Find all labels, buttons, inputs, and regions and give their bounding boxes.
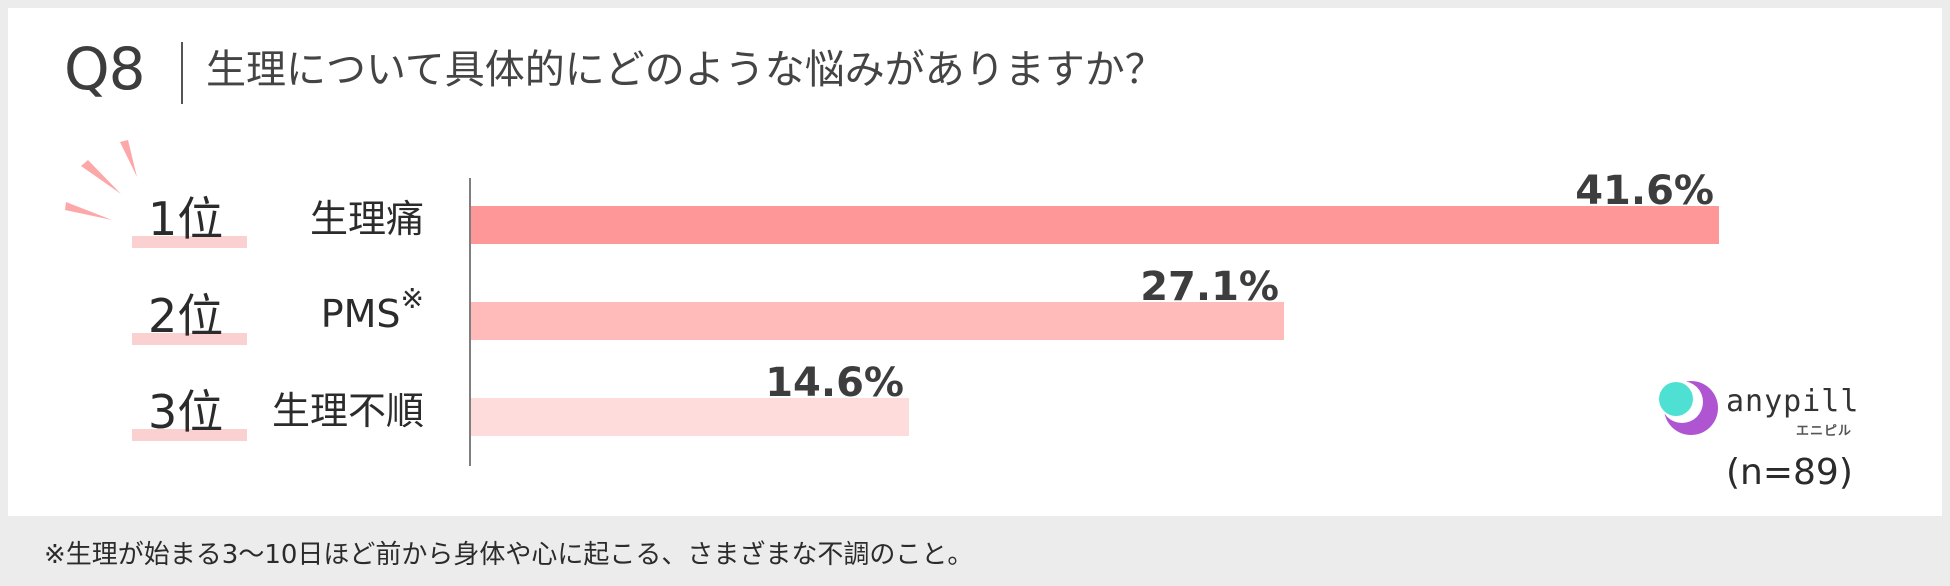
rank-badge-2: 2位 <box>132 275 247 345</box>
burst-ray <box>81 160 121 194</box>
rank-label: 3位 <box>148 385 224 439</box>
rank-badge-3: 3位 <box>132 371 247 441</box>
category-label-3: 生理不順 <box>271 389 424 433</box>
brand-subtitle: エニピル <box>1796 424 1853 439</box>
title-divider <box>181 42 183 104</box>
footnote: ※生理が始まる3～10日ほど前から身体や心に起こる、さまざまな不調のこと。 <box>44 540 974 570</box>
question-title: 生理について具体的にどのような悩みがありますか？ <box>206 47 1165 93</box>
burst-icon <box>65 140 137 220</box>
rank-highlight <box>132 236 247 248</box>
anypill-logo-icon <box>1659 381 1718 435</box>
rank-label: 2位 <box>148 289 224 343</box>
burst-ray <box>65 202 112 220</box>
sample-size: (n=89) <box>1726 452 1853 493</box>
question-number: Q8 <box>64 35 146 103</box>
burst-ray <box>120 140 137 177</box>
survey-card <box>8 8 1942 516</box>
value-label-1: 41.6% <box>1575 168 1714 214</box>
rank-highlight <box>132 333 247 345</box>
rank-highlight <box>132 429 247 441</box>
bar-3 <box>471 398 909 436</box>
category-label-2: PMS※ <box>320 285 424 336</box>
bar-1 <box>471 206 1719 244</box>
bar-2 <box>471 302 1284 340</box>
rank-label: 1位 <box>148 192 224 246</box>
logo-circle-inner <box>1659 382 1693 416</box>
value-label-3: 14.6% <box>765 360 904 406</box>
rank-badge-1: 1位 <box>132 178 247 248</box>
brand-name: anypill <box>1726 384 1860 419</box>
category-note-mark: ※ <box>400 282 424 315</box>
category-text: PMS <box>320 292 401 336</box>
value-label-2: 27.1% <box>1140 264 1279 310</box>
category-label-1: 生理痛 <box>309 197 424 241</box>
